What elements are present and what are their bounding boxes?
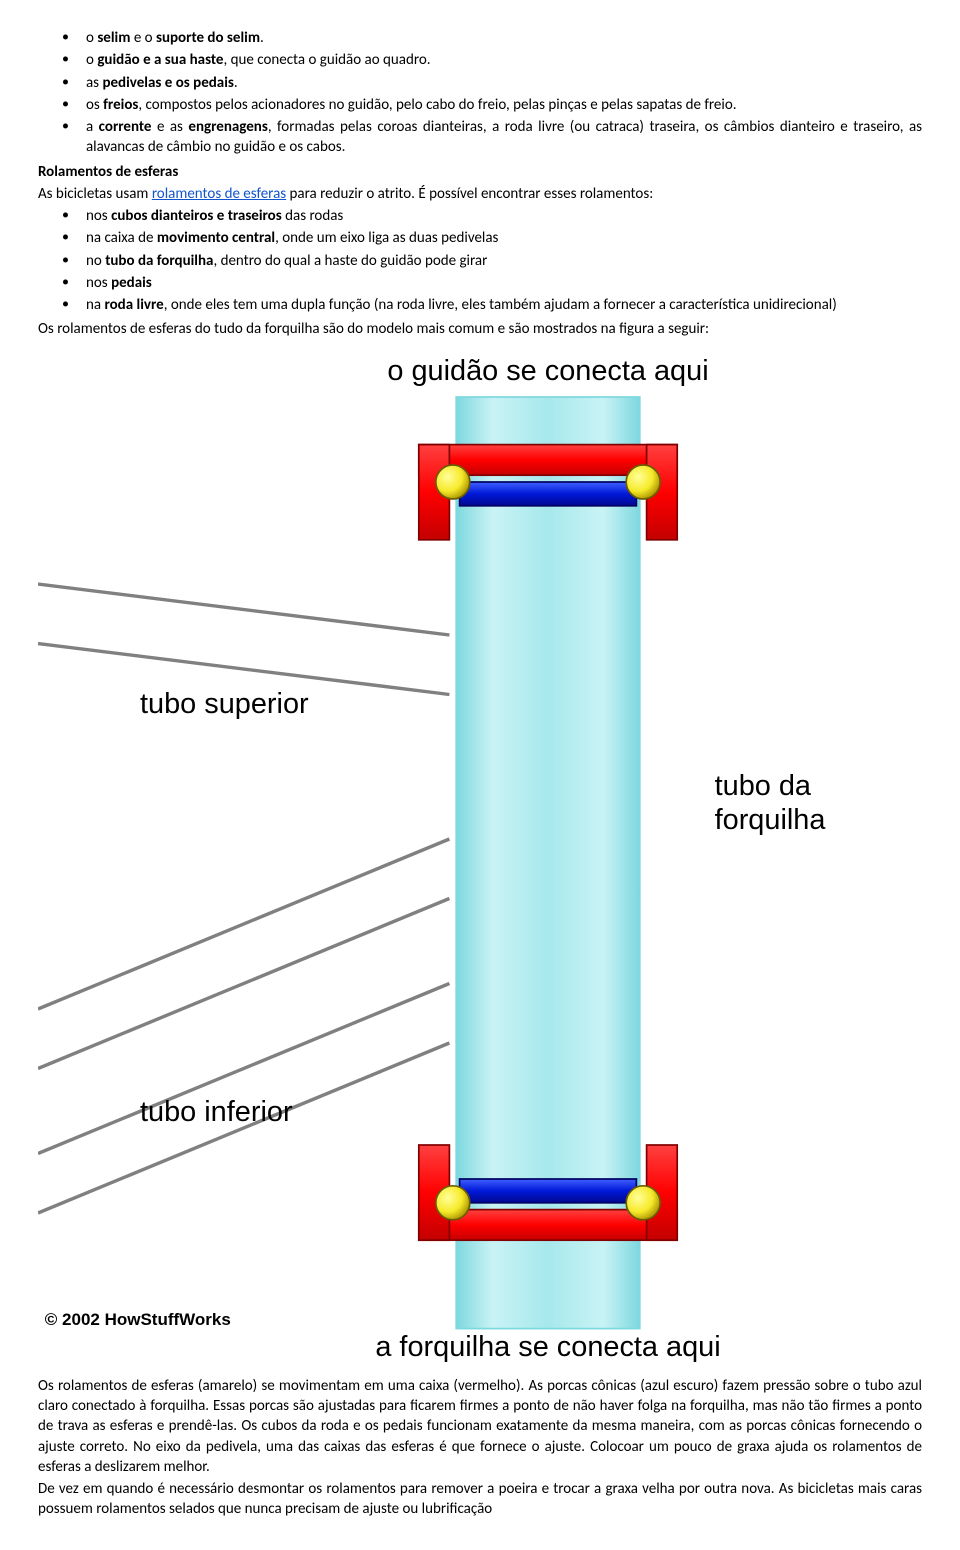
bold: freios: [103, 96, 138, 114]
label-copyright: © 2002 HowStuffWorks: [45, 1310, 231, 1329]
list-item: as pedivelas e os pedais.: [86, 73, 922, 93]
label-top: o guidão se conecta aqui: [387, 355, 708, 387]
locations-list: nos cubos dianteiros e traseiros das rod…: [38, 206, 922, 315]
bold: guidão e a sua haste: [97, 51, 223, 69]
paragraph: Os rolamentos de esferas do tudo da forq…: [38, 319, 922, 339]
list-item: o guidão e a sua haste, que conecta o gu…: [86, 50, 922, 70]
list-item: os freios, compostos pelos acionadores n…: [86, 95, 922, 115]
list-item: a corrente e as engrenagens, formadas pe…: [86, 117, 922, 158]
list-item: nos pedais: [86, 273, 922, 293]
list-item: no tubo da forquilha, dentro do qual a h…: [86, 251, 922, 271]
bold: selim: [97, 29, 130, 47]
paragraph-explain: Os rolamentos de esferas (amarelo) se mo…: [38, 1376, 922, 1477]
label-tube-inf: tubo inferior: [140, 1096, 293, 1128]
bold: pedivelas e os pedais: [102, 74, 233, 92]
rolamentos-link[interactable]: rolamentos de esferas: [152, 185, 286, 203]
paragraph: As bicicletas usam rolamentos de esferas…: [38, 184, 922, 204]
diagram-svg: o guidão se conecta aqui tubo superior t…: [38, 346, 922, 1366]
bearing-diagram: o guidão se conecta aqui tubo superior t…: [38, 346, 922, 1372]
component-list-1: o selim e o suporte do selim. o guidão e…: [38, 28, 922, 158]
label-bottom: a forquilha se conecta aqui: [375, 1330, 720, 1362]
bold: corrente: [99, 118, 152, 136]
list-item: na caixa de movimento central, onde um e…: [86, 228, 922, 248]
list-item: na roda livre, onde eles tem uma dupla f…: [86, 295, 922, 315]
paragraph-maintenance: De vez em quando é necessário desmontar …: [38, 1479, 922, 1520]
label-tube-sup: tubo superior: [140, 688, 309, 720]
list-item: nos cubos dianteiros e traseiros das rod…: [86, 206, 922, 226]
bold: engrenagens: [188, 118, 267, 136]
label-tube-forq-2: forquilha: [715, 803, 827, 835]
label-tube-forq-1: tubo da: [715, 769, 812, 801]
list-item: o selim e o suporte do selim.: [86, 28, 922, 48]
section-heading: Rolamentos de esferas: [38, 162, 922, 182]
bold: suporte do selim: [156, 29, 260, 47]
